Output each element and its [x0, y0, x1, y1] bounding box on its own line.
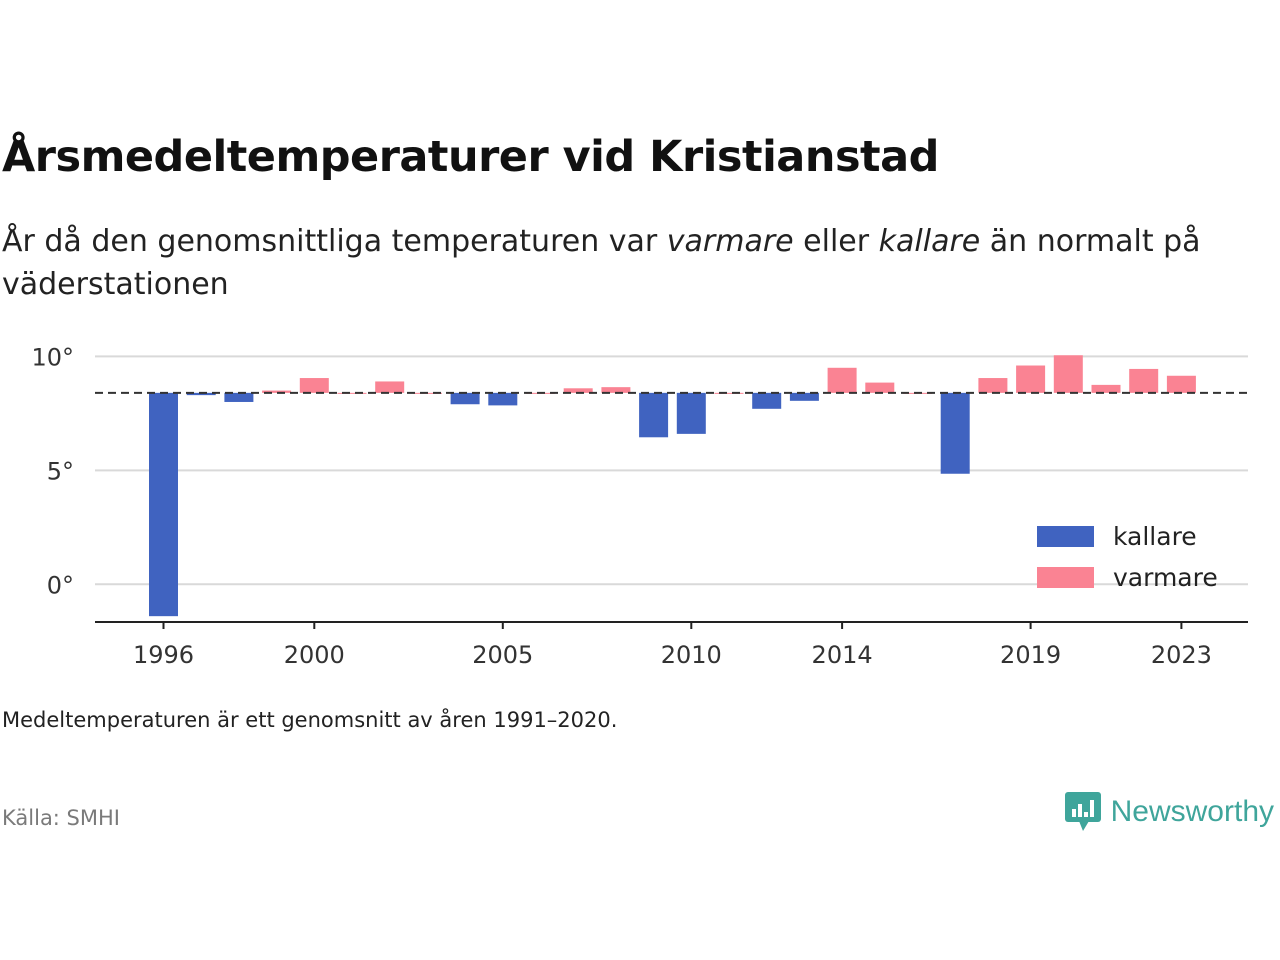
temperature-bar-chart: 0° 5° 10° 1996 2000 2005 2010 2014 2019 2023 kalla…: [31, 343, 1248, 669]
brand-logo: Newsworthy: [1064, 790, 1274, 834]
x-tick-label: 2000: [284, 641, 345, 669]
bar-2001: [337, 392, 367, 394]
bar-2015: [865, 382, 895, 393]
subtitle-colder: kallare: [878, 224, 981, 259]
bar-1999: [262, 390, 292, 393]
bar-2002: [375, 381, 405, 393]
bar-2022: [1129, 368, 1159, 393]
brand-name: Newsworthy: [1110, 795, 1274, 828]
bar-2013: [789, 392, 819, 401]
bar-2014: [827, 367, 857, 393]
x-tick-label: 2005: [472, 641, 533, 669]
bar-2011: [714, 392, 744, 394]
bar-2004: [450, 392, 480, 405]
bar-1997: [186, 392, 216, 396]
legend-label-kallare: kallare: [1113, 522, 1197, 551]
x-tick-label: 2010: [661, 641, 722, 669]
legend-label-varmare: varmare: [1113, 563, 1218, 592]
subtitle-text-1: År då den genomsnittliga temperaturen va…: [2, 224, 667, 259]
y-tick-label: 0°: [47, 571, 74, 599]
bar-2009: [639, 392, 669, 438]
y-tick-label: 10°: [31, 343, 74, 371]
x-tick-label: 2019: [1000, 641, 1061, 669]
bar-2008: [601, 387, 631, 393]
x-tick-label: 1996: [133, 641, 194, 669]
y-tick-label: 5°: [47, 457, 74, 485]
bar-1998: [224, 392, 254, 402]
legend-swatch-kallare: [1037, 526, 1094, 547]
x-tick-label: 2023: [1151, 641, 1212, 669]
x-tick-label: 2014: [812, 641, 873, 669]
bar-2012: [752, 392, 782, 409]
source-label: Källa: SMHI: [2, 806, 120, 830]
chart-note: Medeltemperaturen är ett genomsnitt av å…: [2, 708, 618, 732]
bar-2021: [1091, 384, 1121, 393]
subtitle-text-2: eller: [793, 224, 879, 259]
chart-subtitle: År då den genomsnittliga temperaturen va…: [2, 220, 1272, 306]
bar-2005: [488, 392, 518, 406]
bar-2017: [940, 392, 970, 474]
bar-2023: [1166, 375, 1196, 393]
bar-2000: [299, 378, 329, 393]
subtitle-warmer: varmare: [666, 224, 794, 259]
chart-bubble-logo-icon: [1064, 792, 1101, 831]
bar-2010: [676, 392, 706, 434]
bar-2019: [1016, 365, 1046, 393]
bar-2007: [563, 388, 593, 393]
bar-2018: [978, 378, 1008, 393]
subtitle-text-3: än normalt på väderstationen: [2, 224, 1201, 302]
bar-2020: [1053, 355, 1083, 393]
chart-title: Årsmedeltemperaturer vid Kristianstad: [2, 132, 939, 182]
bar-1996: [149, 392, 178, 617]
legend-swatch-varmare: [1037, 567, 1094, 588]
